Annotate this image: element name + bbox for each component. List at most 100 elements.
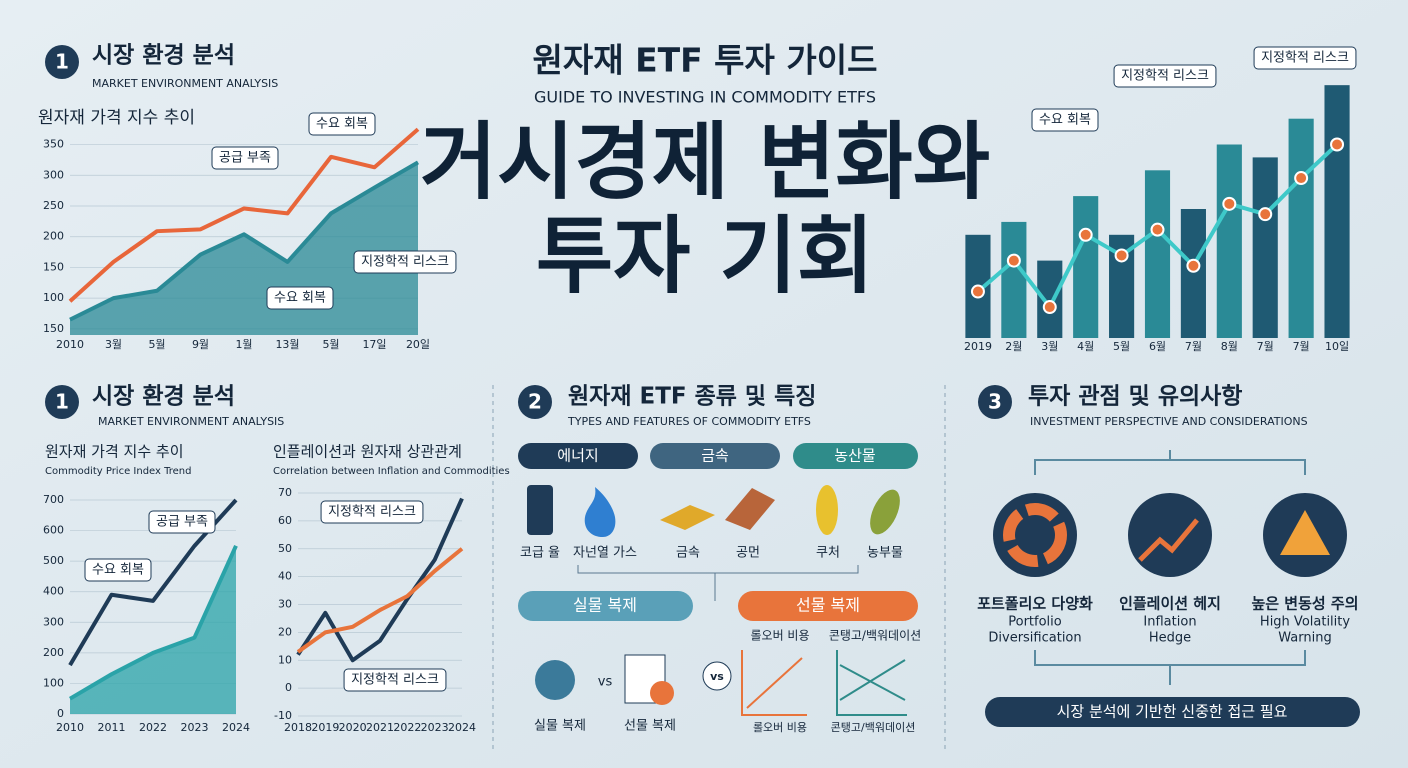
x-tick-label: 17일 [362, 337, 386, 351]
x-tick-label: 2010 [56, 338, 84, 351]
section-number: 3 [988, 390, 1002, 414]
etf-types: 에너지 금속 농산물 코급 율 자넌열 가스 금속 공먼 쿠처 농부물 실물 복… [518, 443, 921, 734]
perspectives: 포트폴리오 다양화 Portfolio Diversification 인플레이… [977, 450, 1360, 727]
compare-label: vs [598, 675, 613, 690]
item-title: 인플레이션 헤지 [1119, 595, 1221, 613]
y-tick-label: 0 [285, 681, 292, 694]
annotation-box [308, 112, 376, 136]
x-tick-label: 2월 [1005, 340, 1022, 353]
section-title: 원자재 ETF 종류 및 특징 [568, 384, 816, 410]
x-tick-label: 2019 [311, 721, 339, 734]
y-tick-label: 0 [57, 707, 64, 720]
chart-title: 인플레이션과 원자재 상관관계 [273, 443, 462, 461]
y-tick-label: 150 [43, 322, 64, 335]
point [1222, 196, 1237, 211]
line [69, 160, 420, 322]
annotation: 지정학적 리스크 [353, 250, 457, 274]
method-note: 콘탱고/백워데이션 [829, 629, 921, 643]
x-tick-label: 4월 [1077, 340, 1094, 353]
y-tick-label: 100 [43, 291, 64, 304]
x-tick-label: 5월 [1113, 340, 1130, 353]
item-title: 높은 변동성 주의 [1251, 595, 1358, 613]
section-header: 1 시장 환경 분석 MARKET ENVIRONMENT ANALYSIS [45, 384, 284, 428]
coin-icon [535, 660, 575, 700]
flame-icon [584, 487, 616, 537]
annotation-box [353, 250, 457, 274]
x-tick-label: 10일 [1325, 339, 1349, 353]
item-title: 포트폴리오 다양화 [977, 595, 1093, 613]
section-title: 시장 환경 분석 [92, 384, 235, 410]
group-label: 농산물 [834, 447, 875, 465]
annotation-text: 공급 부족 [156, 515, 208, 530]
annotation-box [1031, 108, 1099, 132]
x-tick-label: 6월 [1149, 340, 1166, 353]
item-label: 금속 [676, 546, 700, 561]
chart-subtitle: Correlation between Inflation and Commod… [273, 466, 510, 477]
x-tick-label: 9월 [192, 338, 209, 351]
line [68, 545, 238, 701]
annotation-text: 지정학적 리스크 [328, 505, 416, 520]
y-tick-label: 700 [43, 493, 64, 506]
x-tick-label: 3월 [105, 338, 122, 351]
method-note: 롤오버 비용 [750, 629, 809, 643]
item-label: 코급 율 [520, 546, 560, 561]
x-tick-label: 7월 [1293, 340, 1310, 353]
compare-label: 실물 복제 [534, 719, 586, 734]
annotation: 지정학적 리스크 [320, 500, 424, 524]
y-tick-label: 250 [43, 199, 64, 212]
compare-label: vs [710, 670, 724, 683]
bar [1037, 260, 1063, 338]
section-number: 1 [55, 390, 69, 414]
annotation: 공급 부족 [211, 146, 279, 170]
area [70, 545, 236, 714]
gold-icon [660, 505, 715, 530]
y-tick-label: 400 [43, 585, 64, 598]
connector [577, 565, 859, 601]
point [1114, 248, 1129, 263]
annotation: 지정학적 리스크 [1113, 64, 1217, 88]
donut-icon [1003, 503, 1067, 567]
annotation: 수요 회복 [1031, 108, 1099, 132]
bar [1001, 221, 1027, 338]
x-tick-label: 1월 [235, 338, 252, 351]
annotation-text: 수요 회복 [1039, 113, 1091, 128]
hedge-icon [1138, 518, 1199, 562]
annotation-box [1113, 64, 1217, 88]
barrel-icon [527, 485, 553, 535]
x-tick-label: 2022 [139, 721, 167, 734]
x-tick-label: 2010 [56, 721, 84, 734]
copper-icon [725, 488, 775, 530]
x-tick-label: 2021 [366, 721, 394, 734]
annotation-box [84, 558, 152, 582]
item-text: Diversification [988, 631, 1081, 646]
x-tick-label: 7월 [1257, 340, 1274, 353]
annotation-box [343, 668, 447, 692]
method-label: 실물 복제 [573, 596, 637, 615]
line [296, 497, 464, 663]
bar [1216, 144, 1242, 338]
headline: 투자 기회 [536, 207, 874, 305]
mini-chart [741, 650, 807, 716]
mini-chart [836, 650, 907, 716]
x-tick-label: 2022 [393, 721, 421, 734]
point [1294, 171, 1309, 186]
group-label: 금속 [701, 447, 729, 465]
x-tick-label: 20일 [406, 337, 430, 351]
y-tick-label: 500 [43, 554, 64, 567]
annotation-box [148, 510, 216, 534]
annotation: 지정학적 리스크 [1253, 46, 1357, 70]
point [1078, 227, 1093, 242]
annotation: 공급 부족 [148, 510, 216, 534]
y-tick-label: 600 [43, 524, 64, 537]
y-tick-label: 70 [278, 486, 292, 499]
chart-subtitle: Commodity Price Index Trend [45, 466, 192, 477]
x-tick-label: 2023 [181, 721, 209, 734]
y-tick-label: 300 [43, 168, 64, 181]
bar [1180, 209, 1206, 338]
item-text: Portfolio [1008, 615, 1062, 630]
item-text: Inflation [1143, 615, 1196, 630]
y-tick-label: 200 [43, 230, 64, 243]
beans-icon [870, 489, 900, 535]
point [1258, 207, 1273, 222]
